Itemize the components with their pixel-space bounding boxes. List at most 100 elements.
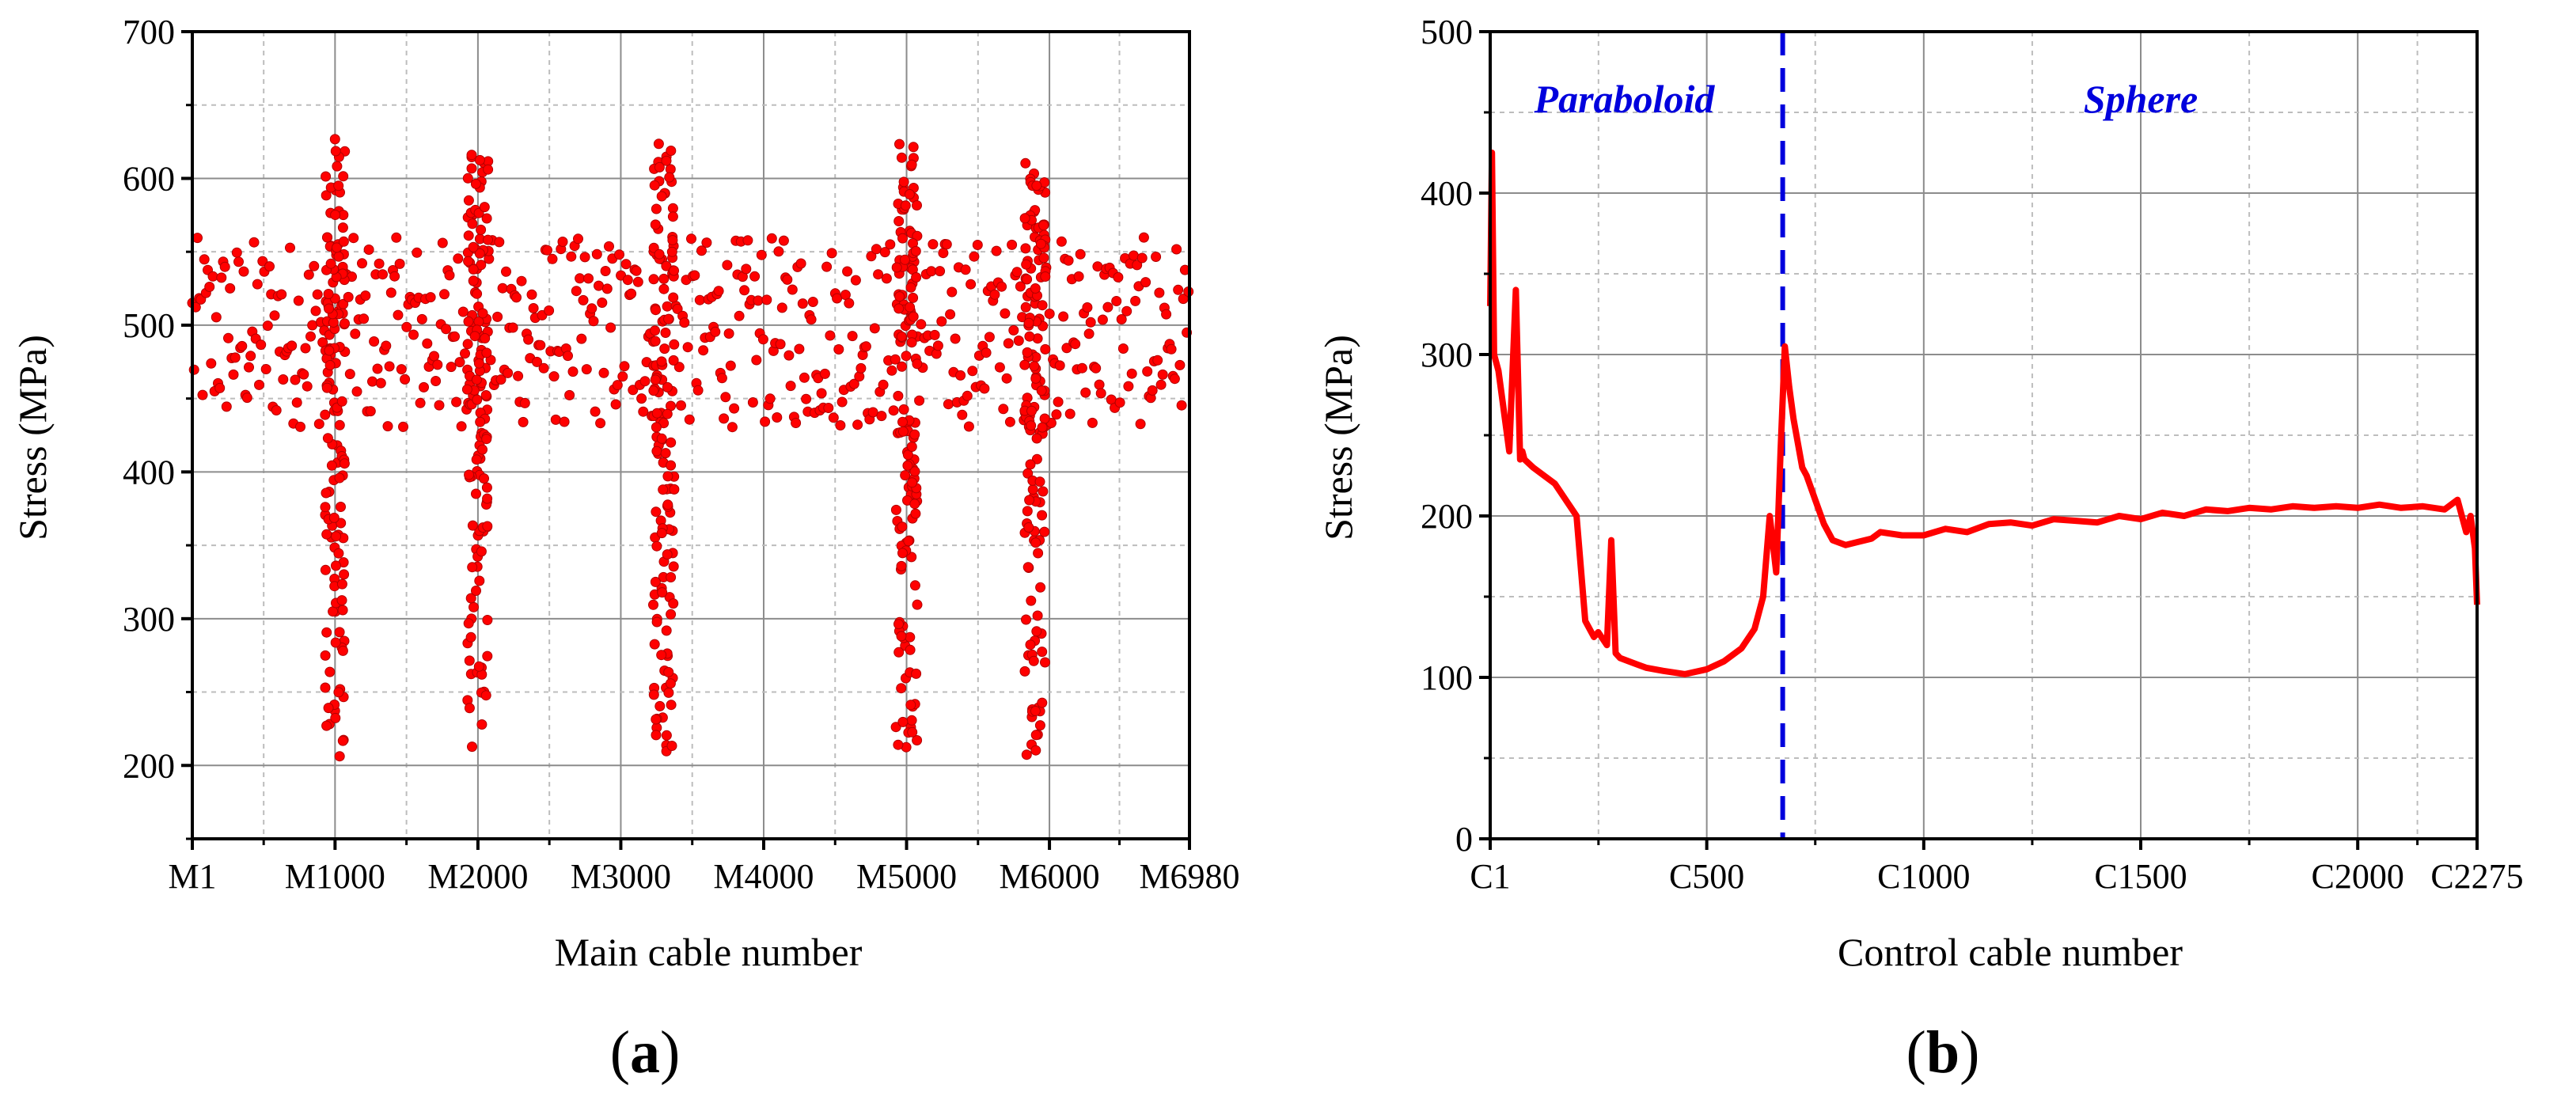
- data-point: [1021, 259, 1032, 270]
- data-point: [656, 528, 667, 539]
- data-point: [1021, 614, 1031, 625]
- data-point: [295, 421, 305, 432]
- data-point: [1026, 595, 1037, 606]
- data-point: [400, 374, 411, 385]
- data-point: [257, 256, 268, 267]
- y-tick-label: 200: [1421, 497, 1473, 536]
- data-point: [462, 339, 473, 350]
- data-point: [799, 372, 810, 383]
- data-point: [331, 531, 342, 542]
- data-point: [535, 339, 546, 351]
- data-point: [734, 310, 745, 321]
- data-point: [661, 625, 672, 636]
- data-point: [816, 388, 827, 399]
- data-point: [960, 264, 971, 275]
- data-point: [463, 195, 474, 206]
- data-point: [1132, 260, 1143, 271]
- data-point: [664, 172, 675, 183]
- data-point: [518, 416, 529, 427]
- data-point: [333, 251, 344, 262]
- data-point: [955, 370, 966, 381]
- data-point: [878, 379, 889, 390]
- data-point: [1037, 647, 1048, 658]
- data-point: [749, 271, 761, 282]
- data-point: [441, 324, 452, 335]
- data-point: [1130, 295, 1141, 306]
- data-point: [1082, 302, 1093, 313]
- data-point: [869, 323, 880, 334]
- data-point: [1076, 362, 1087, 374]
- data-point: [1004, 416, 1015, 427]
- data-point: [544, 305, 555, 316]
- data-point: [1155, 379, 1167, 390]
- data-point: [322, 433, 333, 444]
- data-point: [791, 418, 802, 428]
- data-point: [309, 260, 320, 271]
- data-point: [893, 739, 904, 750]
- annotation-paraboloid: Paraboloid: [1534, 77, 1716, 121]
- data-point: [650, 336, 661, 347]
- data-point: [291, 397, 302, 408]
- data-point: [305, 331, 316, 342]
- data-point: [935, 266, 946, 277]
- x-tick-label: C1500: [2094, 857, 2187, 896]
- data-point: [1064, 408, 1076, 419]
- data-point: [1019, 666, 1030, 677]
- data-point: [573, 233, 583, 245]
- data-point: [483, 234, 493, 245]
- y-tick-label: 700: [123, 13, 175, 51]
- data-point: [550, 414, 561, 425]
- data-point: [912, 735, 923, 745]
- panel-b-y-tick-labels: 0 100 200 300 400 500: [1421, 13, 1473, 859]
- data-point: [476, 719, 488, 730]
- data-point: [238, 266, 249, 277]
- data-point: [1151, 252, 1162, 262]
- data-point: [659, 343, 670, 355]
- data-point: [594, 280, 604, 291]
- data-point: [932, 340, 943, 351]
- data-point: [897, 233, 908, 244]
- data-point: [230, 352, 241, 363]
- data-point: [628, 385, 639, 396]
- panel-b-axis-ticks: [1479, 30, 2479, 850]
- x-tick-label: M1: [168, 857, 216, 896]
- data-point: [221, 401, 232, 412]
- data-point: [207, 271, 218, 282]
- data-point: [494, 237, 505, 248]
- data-point: [929, 329, 940, 340]
- data-point: [661, 260, 672, 271]
- x-tick-label: C1000: [1877, 857, 1970, 896]
- data-point: [828, 412, 839, 423]
- data-point: [307, 320, 318, 331]
- data-point: [912, 599, 923, 610]
- data-point: [654, 700, 666, 711]
- data-point: [228, 369, 239, 380]
- data-point: [576, 333, 587, 344]
- data-point: [651, 422, 662, 433]
- data-point: [324, 345, 335, 356]
- data-point: [469, 601, 479, 612]
- data-point: [727, 422, 738, 433]
- data-point: [1025, 459, 1036, 470]
- data-point: [906, 715, 917, 726]
- data-point: [888, 405, 899, 416]
- data-point: [896, 152, 907, 163]
- data-point: [1040, 271, 1051, 282]
- data-point: [325, 258, 336, 269]
- data-point: [1173, 284, 1184, 295]
- data-point: [651, 616, 662, 628]
- data-point: [321, 487, 332, 499]
- data-point: [667, 211, 678, 222]
- data-point: [650, 374, 661, 385]
- data-point: [453, 253, 464, 264]
- data-point: [323, 703, 334, 714]
- data-point: [471, 488, 481, 499]
- data-point: [850, 275, 861, 286]
- data-point: [751, 355, 762, 366]
- data-point: [334, 751, 345, 762]
- data-point: [337, 605, 348, 616]
- data-point: [337, 222, 348, 233]
- data-point: [321, 720, 332, 731]
- panel-b-stress-series-line: [1487, 150, 2480, 677]
- data-point: [391, 232, 402, 243]
